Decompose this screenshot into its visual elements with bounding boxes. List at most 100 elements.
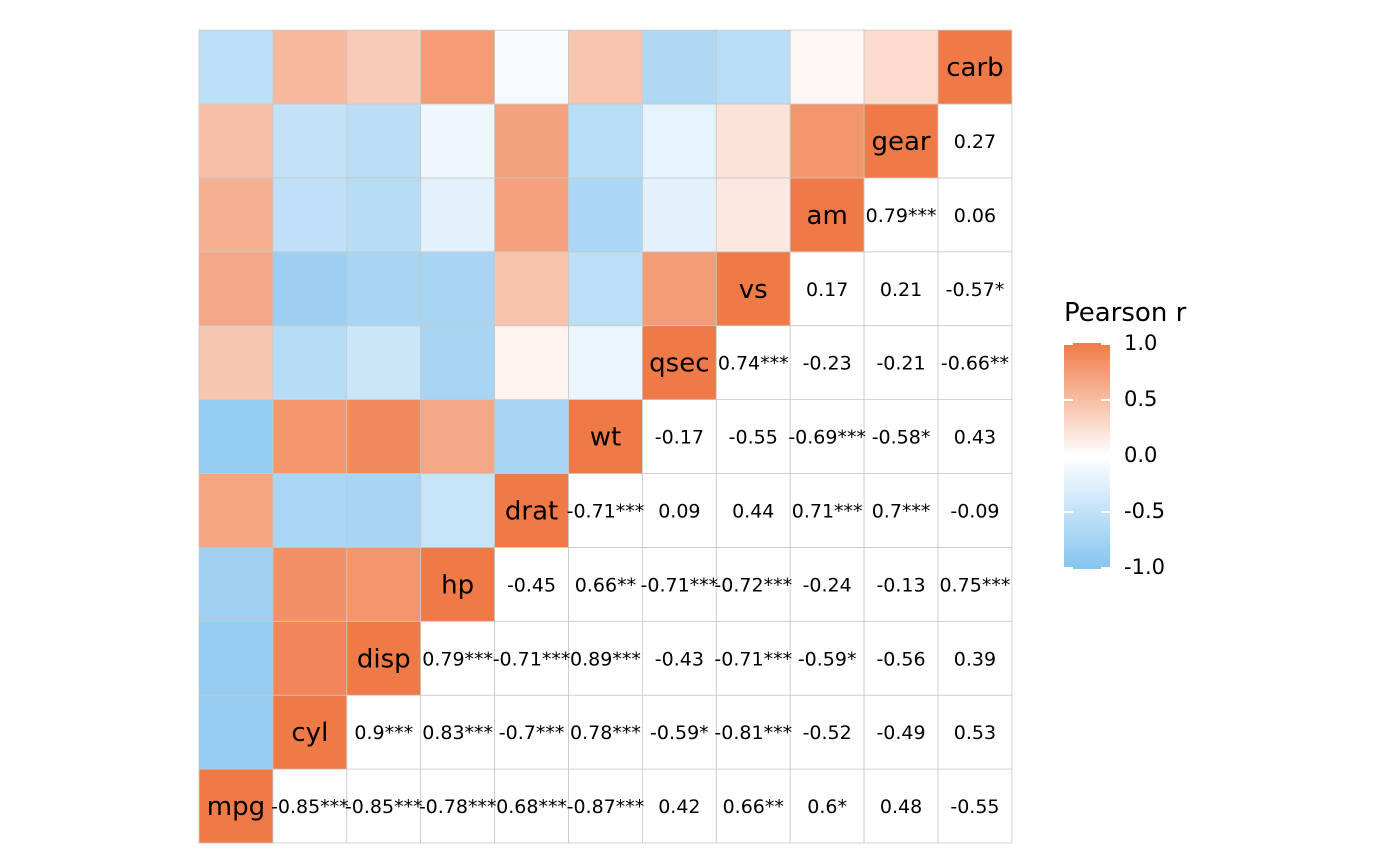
heatmap-cell-mpg-disp	[198, 620, 274, 696]
heatmap-cell-am-mpg	[789, 768, 865, 844]
heatmap-cell-hp-gear	[420, 103, 496, 179]
heatmap-cell-carb-drat	[937, 473, 1013, 548]
heatmap-cell-gear-gear	[863, 103, 939, 179]
heatmap-cell-cyl-vs	[272, 251, 348, 327]
correlation-label-drat-mpg: 0.68***	[496, 796, 567, 818]
correlation-label-qsec-wt: -0.17	[655, 427, 704, 449]
heatmap-cell-gear-disp	[863, 620, 939, 696]
correlation-label-hp-cyl: 0.83***	[422, 722, 493, 744]
correlation-label-carb-wt: 0.43	[954, 427, 996, 449]
heatmap-cell-vs-vs	[715, 251, 791, 327]
heatmap-cell-qsec-mpg	[642, 768, 717, 844]
correlation-label-qsec-disp: -0.43	[655, 648, 704, 670]
correlation-label-qsec-drat: 0.09	[658, 500, 700, 522]
correlation-label-am-vs: 0.17	[806, 279, 848, 301]
correlation-label-gear-wt: -0.58*	[872, 427, 931, 449]
correlation-label-am-drat: 0.71***	[792, 500, 863, 522]
correlation-label-gear-drat: 0.7***	[872, 500, 931, 522]
heatmap-cell-disp-qsec	[346, 325, 422, 401]
correlation-label-qsec-mpg: 0.42	[658, 796, 700, 818]
correlation-label-hp-disp: 0.79***	[422, 648, 493, 670]
heatmap-cell-hp-qsec	[420, 325, 496, 401]
heatmap-cell-drat-cyl	[494, 694, 569, 770]
heatmap-cell-carb-gear	[937, 103, 1013, 179]
heatmap-cell-vs-wt	[715, 399, 791, 474]
heatmap-cell-mpg-gear	[198, 103, 274, 179]
heatmap-cell-qsec-gear	[642, 103, 717, 179]
heatmap-cell-cyl-gear	[272, 103, 348, 179]
heatmap-cell-vs-qsec	[715, 325, 791, 401]
heatmap-cell-mpg-mpg	[198, 768, 274, 844]
heatmap-cell-cyl-wt	[272, 399, 348, 474]
correlation-label-hp-mpg: -0.78***	[419, 796, 497, 818]
heatmap-cell-vs-cyl	[715, 694, 791, 770]
heatmap-cell-drat-mpg	[494, 768, 569, 844]
heatmap-cell-wt-carb	[568, 29, 643, 105]
variable-label-wt: wt	[590, 423, 621, 453]
heatmap-cell-disp-mpg	[346, 768, 422, 844]
heatmap-cell-drat-carb	[494, 29, 569, 105]
heatmap-cell-am-carb	[789, 29, 865, 105]
correlation-label-vs-wt: -0.55	[729, 427, 778, 449]
heatmap-cell-am-gear	[789, 103, 865, 179]
heatmap-cell-drat-qsec	[494, 325, 569, 401]
correlation-label-disp-mpg: -0.85***	[345, 796, 423, 818]
legend-tick-label: -1.0	[1124, 555, 1165, 579]
correlation-label-carb-gear: 0.27	[954, 131, 996, 153]
heatmap-cell-mpg-carb	[198, 29, 274, 105]
heatmap-cell-disp-vs	[346, 251, 422, 327]
heatmap-cell-carb-cyl	[937, 694, 1013, 770]
heatmap-cell-qsec-qsec	[642, 325, 717, 401]
variable-label-drat: drat	[505, 496, 558, 526]
correlation-label-vs-hp: -0.72***	[714, 574, 792, 596]
heatmap-cell-carb-mpg	[937, 768, 1013, 844]
heatmap-cell-disp-drat	[346, 473, 422, 548]
heatmap-cell-mpg-qsec	[198, 325, 274, 401]
heatmap-cell-hp-disp	[420, 620, 496, 696]
correlation-label-am-hp: -0.24	[803, 574, 852, 596]
heatmap-cell-am-hp	[789, 547, 865, 622]
correlation-label-carb-am: 0.06	[954, 205, 996, 227]
correlation-label-carb-qsec: -0.66**	[941, 353, 1009, 375]
correlation-label-wt-drat: -0.71***	[567, 500, 645, 522]
heatmap-cell-cyl-am	[272, 177, 348, 253]
heatmap-cell-mpg-wt	[198, 399, 274, 474]
variable-label-mpg: mpg	[207, 792, 265, 822]
correlation-label-qsec-cyl: -0.59*	[650, 722, 709, 744]
heatmap-cell-gear-qsec	[863, 325, 939, 401]
correlation-label-carb-vs: -0.57*	[946, 279, 1005, 301]
heatmap-cell-qsec-disp	[642, 620, 717, 696]
heatmap-cell-mpg-am	[198, 177, 274, 253]
correlation-label-wt-disp: 0.89***	[570, 648, 641, 670]
correlation-label-drat-hp: -0.45	[507, 574, 556, 596]
heatmap-cell-hp-am	[420, 177, 496, 253]
heatmap-cell-qsec-drat	[642, 473, 717, 548]
variable-label-gear: gear	[871, 127, 930, 157]
heatmap-cell-wt-vs	[568, 251, 643, 327]
heatmap-cell-vs-am	[715, 177, 791, 253]
heatmap-cell-carb-carb	[937, 29, 1013, 105]
variable-label-carb: carb	[946, 53, 1003, 83]
correlation-label-carb-drat: -0.09	[950, 500, 999, 522]
heatmap-cell-drat-vs	[494, 251, 569, 327]
legend-tick-label: -0.5	[1124, 499, 1165, 523]
correlation-label-carb-cyl: 0.53	[954, 722, 996, 744]
heatmap-cell-gear-carb	[863, 29, 939, 105]
heatmap-cell-am-disp	[789, 620, 865, 696]
heatmap-cell-cyl-hp	[272, 547, 348, 622]
legend-tick-label: 1.0	[1124, 331, 1158, 355]
correlation-label-am-qsec: -0.23	[803, 353, 852, 375]
heatmap-cell-gear-drat	[863, 473, 939, 548]
heatmap-cell-hp-wt	[420, 399, 496, 474]
heatmap-cell-gear-vs	[863, 251, 939, 327]
variable-label-vs: vs	[739, 275, 768, 305]
variable-label-disp: disp	[357, 644, 411, 674]
heatmap-cell-mpg-drat	[198, 473, 274, 548]
heatmap-cell-mpg-hp	[198, 547, 274, 622]
heatmap-cell-drat-hp	[494, 547, 569, 622]
heatmap-cell-hp-mpg	[420, 768, 496, 844]
heatmap-labels: mpg -0.85*** cyl -0.85*** 0.9*** disp -0.78***…	[207, 53, 1011, 822]
heatmap-cell-disp-hp	[346, 547, 422, 622]
correlation-label-vs-mpg: 0.66**	[723, 796, 784, 818]
heatmap-cell-qsec-carb	[642, 29, 717, 105]
